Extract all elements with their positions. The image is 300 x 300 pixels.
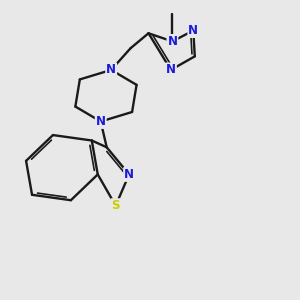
Text: N: N	[167, 35, 177, 48]
Text: N: N	[188, 24, 198, 37]
Text: N: N	[166, 63, 176, 76]
Text: S: S	[111, 199, 120, 212]
Text: N: N	[96, 115, 106, 128]
Text: N: N	[106, 63, 116, 76]
Text: N: N	[124, 168, 134, 181]
